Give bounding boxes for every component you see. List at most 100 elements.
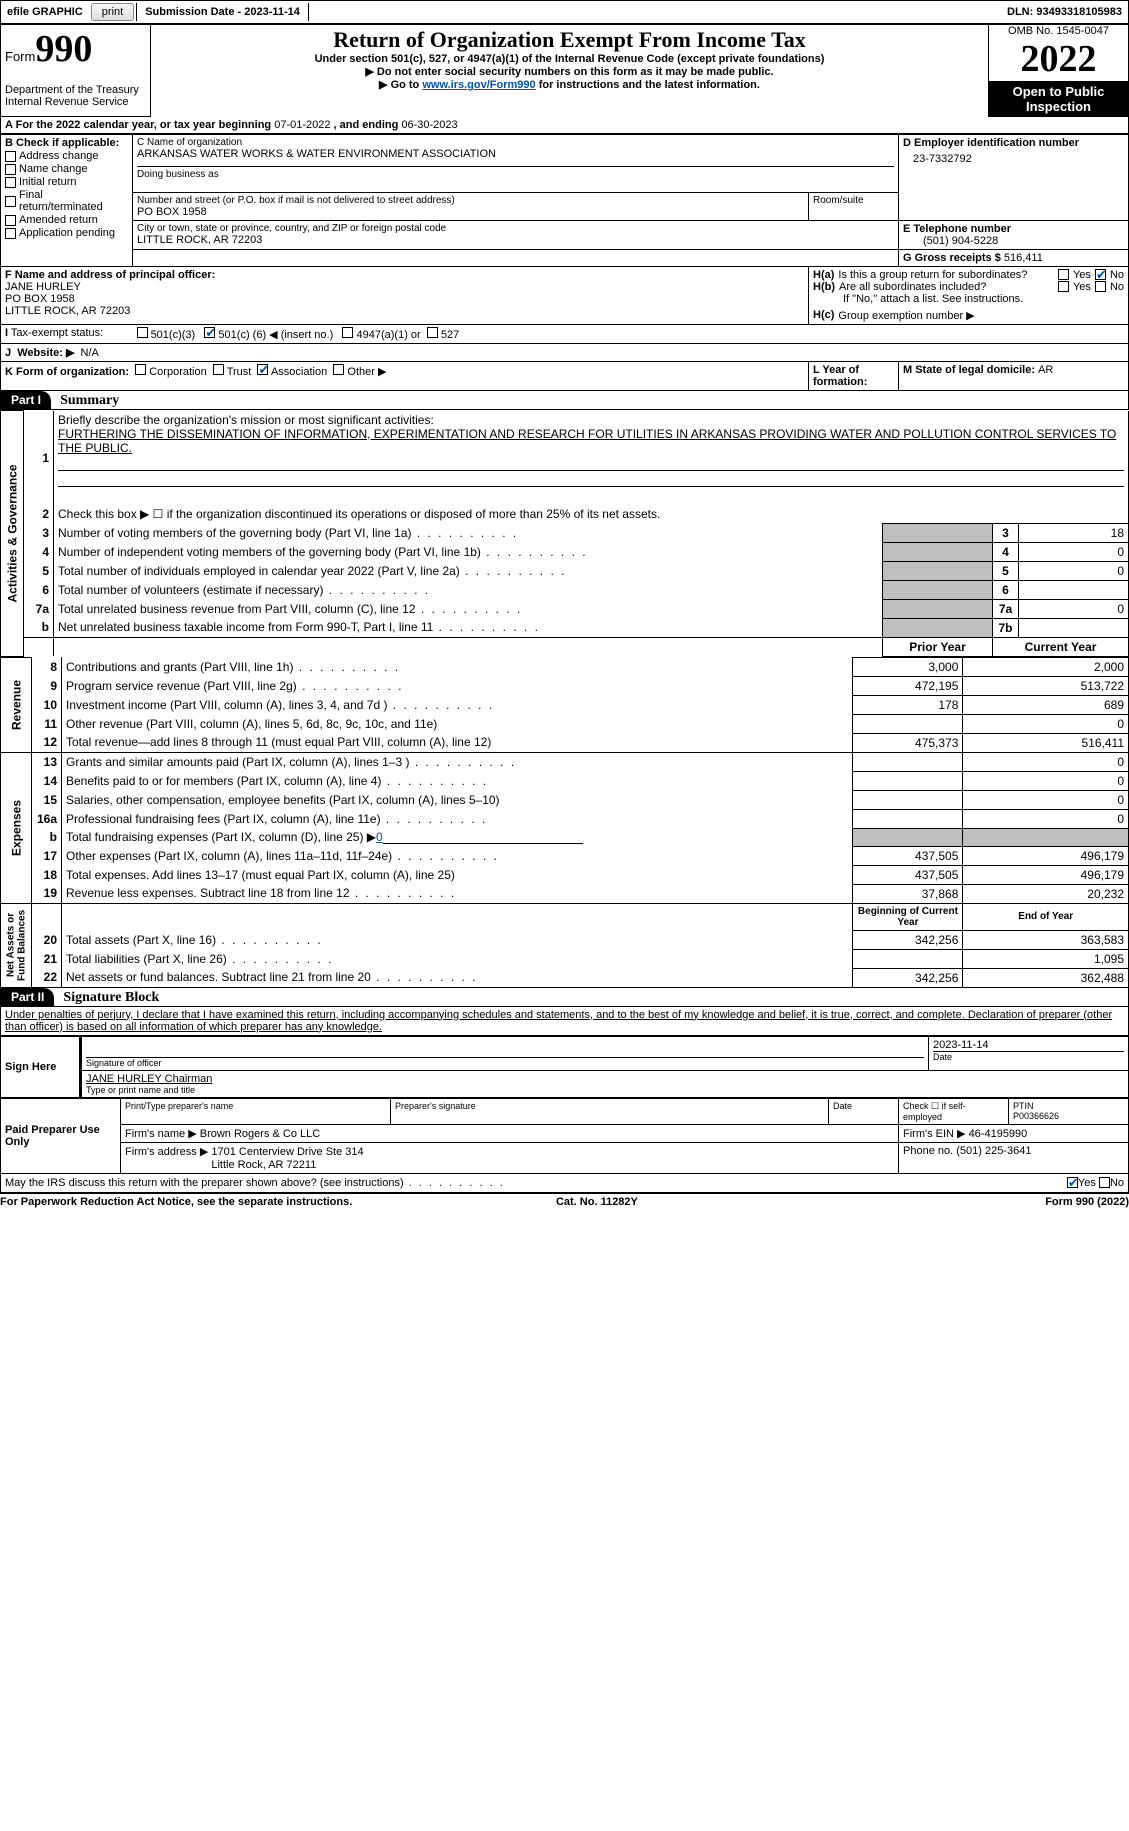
year-formation-label: L Year of formation:: [809, 362, 899, 391]
firm-ein-label: Firm's EIN ▶: [903, 1128, 966, 1140]
side-expenses: Expenses: [1, 752, 32, 903]
checkbox-501c3[interactable]: [137, 327, 148, 338]
line19: Revenue less expenses. Subtract line 18 …: [62, 884, 853, 903]
line6-val: [1019, 580, 1129, 599]
line16a: Professional fundraising fees (Part IX, …: [62, 809, 853, 828]
firm-addr1: 1701 Centerview Drive Ste 314: [211, 1146, 363, 1158]
gross-receipts: G Gross receipts $ 516,411: [899, 250, 1129, 267]
line-b: Total fundraising expenses (Part IX, col…: [62, 828, 853, 846]
form-word: Form: [5, 49, 35, 64]
dba-label: Doing business as: [137, 166, 894, 180]
phone-label: E Telephone number: [903, 223, 1124, 235]
line9: Program service revenue (Part VIII, line…: [62, 676, 853, 695]
paid-preparer-label: Paid Preparer Use Only: [1, 1098, 121, 1173]
line8: Contributions and grants (Part VIII, lin…: [62, 657, 853, 676]
line3: Number of voting members of the governin…: [54, 523, 883, 542]
checkbox-501c[interactable]: [204, 327, 215, 338]
line22: Net assets or fund balances. Subtract li…: [62, 968, 853, 987]
line14: Benefits paid to or for members (Part IX…: [62, 771, 853, 790]
submission-date: Submission Date - 2023-11-14: [136, 3, 309, 21]
checkbox-hb-yes[interactable]: [1058, 281, 1069, 292]
ha-label: Is this a group return for subordinates?: [838, 269, 1054, 281]
line7a: Total unrelated business revenue from Pa…: [54, 599, 883, 618]
line5: Total number of individuals employed in …: [54, 561, 883, 580]
website-label: Website: ▶: [17, 347, 74, 359]
part2-title: Signature Block: [57, 990, 159, 1005]
checkbox-discuss-yes[interactable]: [1067, 1177, 1078, 1188]
part1-header: Part I: [1, 391, 51, 409]
firm-addr2: Little Rock, AR 72211: [211, 1159, 316, 1171]
state-domicile: M State of legal domicile: AR: [899, 362, 1129, 391]
ptin-label: PTIN: [1013, 1101, 1124, 1111]
firm-phone-label: Phone no.: [903, 1145, 956, 1157]
checkbox-other[interactable]: [333, 364, 344, 375]
firm-name-label: Firm's name ▶: [125, 1128, 197, 1140]
tax-status-label: Tax-exempt status:: [11, 327, 103, 339]
line20: Total assets (Part X, line 16): [62, 930, 853, 949]
footer-cat: Cat. No. 11282Y: [556, 1196, 638, 1208]
side-net: Net Assets or Fund Balances: [1, 903, 32, 987]
checkbox-hb-no[interactable]: [1095, 281, 1106, 292]
room-suite-label: Room/suite: [809, 193, 899, 221]
officer-label: F Name and address of principal officer:: [5, 269, 804, 281]
subtitle-3: ▶ Go to www.irs.gov/Form990 for instruct…: [155, 78, 984, 91]
ey-col: End of Year: [963, 903, 1129, 930]
section-b-label: B Check if applicable:: [5, 137, 128, 149]
checkbox-initial-return[interactable]: [5, 177, 16, 188]
checkbox-name-change[interactable]: [5, 164, 16, 175]
checkbox-527[interactable]: [427, 327, 438, 338]
print-button[interactable]: print: [91, 3, 134, 21]
sign-here-label: Sign Here: [1, 1036, 81, 1097]
tax-year: 2022: [989, 37, 1128, 81]
checkbox-amended[interactable]: [5, 215, 16, 226]
ptin-value: P00366626: [1013, 1111, 1124, 1121]
officer-printed-name: JANE HURLEY Chairman: [86, 1073, 1124, 1085]
current-year-col: Current Year: [993, 637, 1129, 656]
checkbox-trust[interactable]: [213, 364, 224, 375]
line17: Other expenses (Part IX, column (A), lin…: [62, 846, 853, 865]
footer-right: Form 990 (2022): [1045, 1196, 1129, 1208]
checkbox-app-pending[interactable]: [5, 228, 16, 239]
sig-date-label: Date: [933, 1051, 1124, 1062]
bcy-col: Beginning of Current Year: [853, 903, 963, 930]
declaration: Under penalties of perjury, I declare th…: [0, 1007, 1129, 1036]
checkbox-corp[interactable]: [135, 364, 146, 375]
checkbox-ha-yes[interactable]: [1058, 269, 1069, 280]
side-revenue: Revenue: [1, 657, 32, 752]
line12: Total revenue—add lines 8 through 11 (mu…: [62, 733, 853, 752]
org-name-label: C Name of organization: [137, 137, 894, 148]
side-activities: Activities & Governance: [1, 411, 24, 657]
officer-addr1: PO BOX 1958: [5, 293, 804, 305]
prior-year-col: Prior Year: [883, 637, 993, 656]
checkbox-4947[interactable]: [342, 327, 353, 338]
firm-name: Brown Rogers & Co LLC: [200, 1128, 320, 1140]
hc-label: H(c) Group exemption number ▶: [813, 309, 1124, 322]
checkbox-discuss-no[interactable]: [1099, 1177, 1110, 1188]
line7a-val: 0: [1019, 599, 1129, 618]
firm-ein: 46-4195990: [969, 1128, 1028, 1140]
irs-link[interactable]: www.irs.gov/Form990: [422, 79, 535, 91]
street-label: Number and street (or P.O. box if mail i…: [137, 195, 804, 206]
line5-val: 0: [1019, 561, 1129, 580]
city-value: LITTLE ROCK, AR 72203: [137, 234, 894, 246]
line4: Number of independent voting members of …: [54, 542, 883, 561]
line1-label: Briefly describe the organization's miss…: [58, 413, 434, 427]
checkbox-final-return[interactable]: [5, 196, 16, 207]
line13: Grants and similar amounts paid (Part IX…: [62, 752, 853, 771]
checkbox-ha-no[interactable]: [1095, 269, 1106, 280]
line7b: Net unrelated business taxable income fr…: [54, 618, 883, 637]
calendar-year-row: A For the 2022 calendar year, or tax yea…: [0, 117, 1129, 134]
form-title: Return of Organization Exempt From Incom…: [155, 27, 984, 53]
firm-phone: (501) 225-3641: [956, 1145, 1031, 1157]
line10: Investment income (Part VIII, column (A)…: [62, 695, 853, 714]
checkbox-address-change[interactable]: [5, 151, 16, 162]
open-inspection: Open to Public Inspection: [989, 82, 1129, 117]
officer-addr2: LITTLE ROCK, AR 72203: [5, 305, 804, 317]
form-org-label: K Form of organization:: [5, 366, 129, 378]
self-employed-label: Check ☐ if self-employed: [899, 1098, 1009, 1124]
part1-title: Summary: [54, 393, 119, 408]
line2: Check this box ▶ ☐ if the organization d…: [54, 505, 1129, 524]
checkbox-assoc[interactable]: [257, 364, 268, 375]
footer-left: For Paperwork Reduction Act Notice, see …: [0, 1196, 352, 1208]
line15: Salaries, other compensation, employee b…: [62, 790, 853, 809]
